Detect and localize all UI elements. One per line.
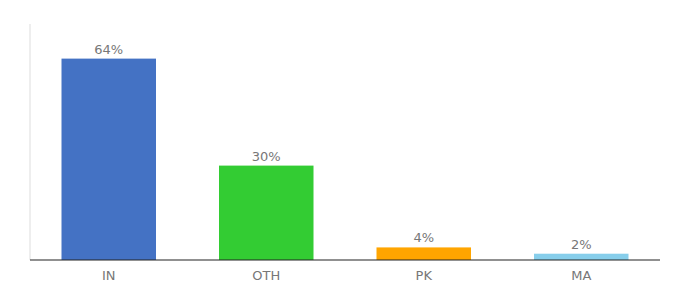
chart-container: 64% 30% 4% 2% IN OTH PK MA — [0, 0, 680, 300]
x-tick-label: MA — [571, 268, 591, 283]
x-tick-label: IN — [102, 268, 116, 283]
bar — [62, 59, 157, 260]
data-label: 64% — [94, 42, 123, 57]
data-label: 4% — [413, 230, 434, 245]
bar — [377, 247, 472, 260]
bar — [534, 254, 629, 260]
bar — [219, 166, 314, 260]
x-axis-line — [30, 259, 660, 260]
bars — [62, 59, 629, 260]
chart-svg: 64% 30% 4% 2% IN OTH PK MA — [0, 0, 680, 300]
x-tick-label: OTH — [252, 268, 280, 283]
y-axis-line — [30, 24, 31, 260]
labels: 64% 30% 4% 2% IN OTH PK MA — [94, 42, 591, 283]
data-label: 30% — [252, 149, 281, 164]
data-label: 2% — [571, 237, 592, 252]
x-tick-label: PK — [416, 268, 433, 283]
